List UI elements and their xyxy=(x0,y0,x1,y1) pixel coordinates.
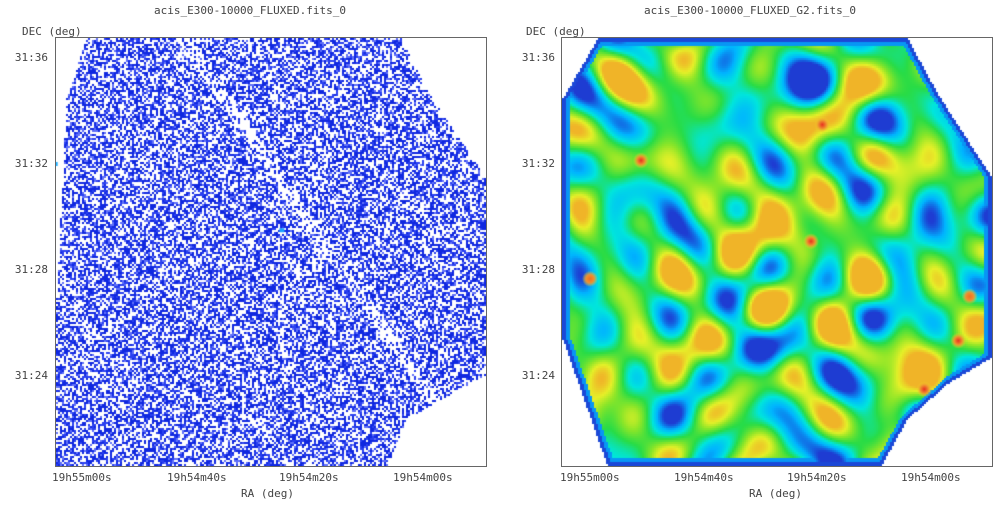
right-image-panel: acis_E300-10000_FLUXED_G2.fits_0 DEC (de… xyxy=(500,0,1000,507)
right-xlabel: RA (deg) xyxy=(749,487,802,500)
right-ytick: 31:28 xyxy=(521,263,555,276)
left-xtick: 19h55m00s xyxy=(52,471,112,484)
right-smoothed-map xyxy=(562,38,992,466)
right-xtick: 19h55m00s xyxy=(560,471,620,484)
left-ytick: 31:36 xyxy=(14,51,48,64)
right-ylabel: DEC (deg) xyxy=(526,25,586,38)
left-ytick: 31:28 xyxy=(14,263,48,276)
left-ylabel: DEC (deg) xyxy=(22,25,82,38)
left-xlabel: RA (deg) xyxy=(241,487,294,500)
left-xtick: 19h54m00s xyxy=(393,471,453,484)
right-ytick: 31:36 xyxy=(521,51,555,64)
right-xtick: 19h54m00s xyxy=(901,471,961,484)
right-panel-title: acis_E300-10000_FLUXED_G2.fits_0 xyxy=(644,4,856,17)
left-xtick: 19h54m40s xyxy=(167,471,227,484)
right-xtick: 19h54m40s xyxy=(674,471,734,484)
left-ytick: 31:32 xyxy=(14,157,48,170)
left-xtick: 19h54m20s xyxy=(279,471,339,484)
left-image-frame[interactable] xyxy=(55,37,487,467)
right-xtick: 19h54m20s xyxy=(787,471,847,484)
right-ytick: 31:32 xyxy=(521,157,555,170)
left-image-panel: acis_E300-10000_FLUXED.fits_0 DEC (deg) … xyxy=(14,4,487,500)
right-ytick: 31:24 xyxy=(521,369,555,382)
left-panel-title: acis_E300-10000_FLUXED.fits_0 xyxy=(153,4,347,17)
right-image-frame[interactable] xyxy=(561,37,993,467)
left-count-map xyxy=(56,38,486,466)
left-ytick: 31:24 xyxy=(14,369,48,382)
